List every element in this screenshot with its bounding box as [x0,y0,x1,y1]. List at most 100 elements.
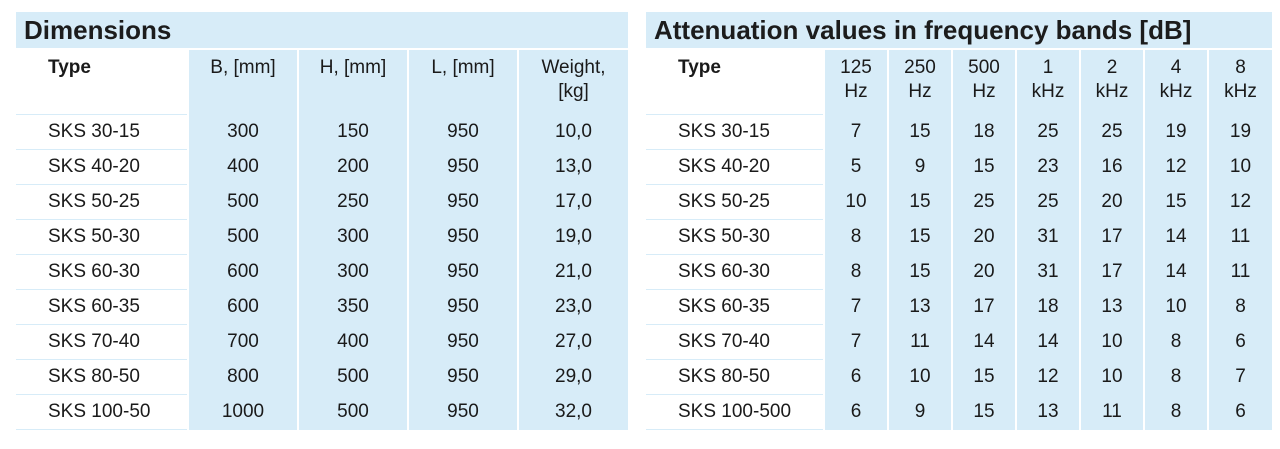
value-cell: 5 [823,149,888,185]
value-cell: 15 [887,219,952,255]
value-cell: 500 [297,394,408,430]
value-cell: 950 [407,114,518,150]
value-cell: 7 [1207,359,1272,395]
type-cell: SKS 70-40 [646,324,824,360]
type-cell: SKS 30-15 [646,114,824,150]
type-cell: SKS 70-40 [16,324,188,360]
value-cell: 25 [1079,114,1144,150]
band-header: 4 kHz [1143,50,1208,115]
value-cell: 8 [1207,289,1272,325]
value-cell: 10 [1079,324,1144,360]
band-header: 2 kHz [1079,50,1144,115]
type-cell: SKS 60-30 [646,254,824,290]
value-cell: 600 [187,289,298,325]
value-cell: 20 [951,254,1016,290]
table-row: SKS 70-40 700 400 950 27,0 [16,324,628,360]
value-cell: 9 [887,394,952,430]
value-cell: 1000 [187,394,298,430]
dim-col-h: H, [mm] [297,50,408,115]
dim-col-weight-line1: Weight, [541,57,606,78]
table-row: SKS 60-30 8 15 20 31 17 14 11 [646,254,1272,290]
band-header: 250 Hz [887,50,952,115]
table-row: SKS 50-25 10 15 25 25 20 15 12 [646,184,1272,220]
value-cell: 10 [1207,149,1272,185]
value-cell: 20 [951,219,1016,255]
value-cell: 400 [297,324,408,360]
value-cell: 7 [823,114,888,150]
band-unit: Hz [844,81,868,102]
band-unit: Hz [908,81,932,102]
value-cell: 800 [187,359,298,395]
dimensions-title: Dimensions [16,12,628,48]
value-cell: 8 [1143,359,1208,395]
band-value: 1 [1042,57,1054,78]
value-cell: 950 [407,324,518,360]
value-cell: 500 [187,184,298,220]
table-row: SKS 30-15 300 150 950 10,0 [16,114,628,150]
table-row: SKS 50-30 500 300 950 19,0 [16,219,628,255]
dim-col-type: Type [16,50,188,115]
type-cell: SKS 50-25 [646,184,824,220]
value-cell: 10 [823,184,888,220]
value-cell: 15 [1143,184,1208,220]
value-cell: 700 [187,324,298,360]
value-cell: 350 [297,289,408,325]
value-cell: 950 [407,289,518,325]
value-cell: 300 [297,219,408,255]
value-cell: 18 [1015,289,1080,325]
type-cell: SKS 60-30 [16,254,188,290]
value-cell: 950 [407,219,518,255]
value-cell: 250 [297,184,408,220]
value-cell: 950 [407,149,518,185]
table-row: SKS 100-50 1000 500 950 32,0 [16,394,628,430]
band-unit: kHz [1031,81,1065,102]
value-cell: 950 [407,359,518,395]
attenuation-header-row: Type 125 Hz 250 Hz 500 Hz 1 kHz 2 kHz 4 kHz 8 kHz [646,50,1272,115]
value-cell: 300 [297,254,408,290]
value-cell: 10 [1079,359,1144,395]
value-cell: 15 [887,184,952,220]
value-cell: 13,0 [517,149,628,185]
type-cell: SKS 40-20 [16,149,188,185]
attenuation-title: Attenuation values in frequency bands [d… [646,12,1272,48]
value-cell: 950 [407,254,518,290]
type-cell: SKS 80-50 [16,359,188,395]
value-cell: 31 [1015,219,1080,255]
band-header: 8 kHz [1207,50,1272,115]
value-cell: 32,0 [517,394,628,430]
type-cell: SKS 60-35 [16,289,188,325]
value-cell: 150 [297,114,408,150]
table-row: SKS 70-40 7 11 14 14 10 8 6 [646,324,1272,360]
table-row: SKS 30-15 7 15 18 25 25 19 19 [646,114,1272,150]
value-cell: 14 [1143,219,1208,255]
dim-col-b: B, [mm] [187,50,298,115]
value-cell: 200 [297,149,408,185]
table-row: SKS 60-30 600 300 950 21,0 [16,254,628,290]
value-cell: 13 [1079,289,1144,325]
dim-col-l: L, [mm] [407,50,518,115]
attenuation-panel: Attenuation values in frequency bands [d… [646,12,1272,430]
value-cell: 6 [823,359,888,395]
att-col-type: Type [646,50,824,115]
table-row: SKS 50-30 8 15 20 31 17 14 11 [646,219,1272,255]
value-cell: 29,0 [517,359,628,395]
value-cell: 12 [1015,359,1080,395]
value-cell: 10,0 [517,114,628,150]
value-cell: 15 [887,254,952,290]
value-cell: 14 [1015,324,1080,360]
type-cell: SKS 100-500 [646,394,824,430]
value-cell: 17 [951,289,1016,325]
value-cell: 19 [1143,114,1208,150]
value-cell: 400 [187,149,298,185]
value-cell: 17,0 [517,184,628,220]
value-cell: 500 [187,219,298,255]
value-cell: 21,0 [517,254,628,290]
value-cell: 31 [1015,254,1080,290]
value-cell: 13 [887,289,952,325]
value-cell: 10 [1143,289,1208,325]
attenuation-table: Type 125 Hz 250 Hz 500 Hz 1 kHz 2 kHz 4 kHz 8 kHz SKS… [646,50,1272,430]
value-cell: 950 [407,394,518,430]
value-cell: 11 [887,324,952,360]
value-cell: 15 [887,114,952,150]
dimensions-header-row: Type B, [mm] H, [mm] L, [mm] Weight, [kg… [16,50,628,115]
